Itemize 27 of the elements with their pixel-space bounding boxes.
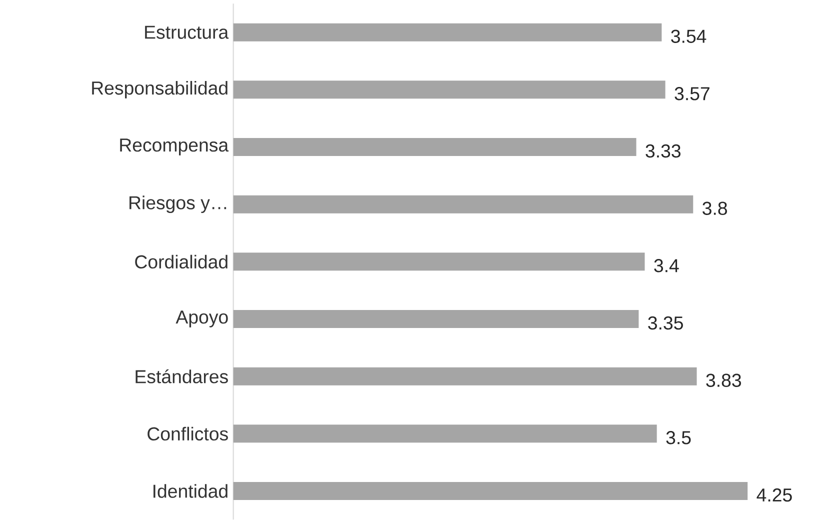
y-tick-label: Recompensa [120,138,229,156]
bar [233,23,662,42]
data-label: 3.4 [654,259,679,272]
y-tick-label: Riesgos y… [130,196,226,214]
y-tick-label: Identidad [154,484,228,498]
data-label: 3.8 [702,202,727,215]
y-tick-label: Conflictos [148,426,228,441]
data-label: 3.83 [706,374,741,387]
bar [233,195,694,214]
y-tick-label: Cordialidad [135,254,228,269]
data-label: 3.33 [646,144,680,158]
bar [233,424,657,443]
y-tick-label: Apoyo [176,310,228,328]
bar [233,80,666,99]
bar [233,252,645,271]
y-tick-label: Estándares [136,369,228,384]
y-tick-label: Estructura [145,26,229,39]
data-label: 4.25 [756,488,792,502]
data-label: 3.54 [671,30,706,43]
bar [233,138,636,156]
data-label: 3.57 [674,87,710,100]
bar [233,310,639,328]
bar [233,482,748,500]
bar [233,367,697,386]
y-tick-label: Responsabilidad [92,80,228,98]
data-label: 3.5 [666,431,691,444]
data-label: 3.35 [648,316,683,330]
